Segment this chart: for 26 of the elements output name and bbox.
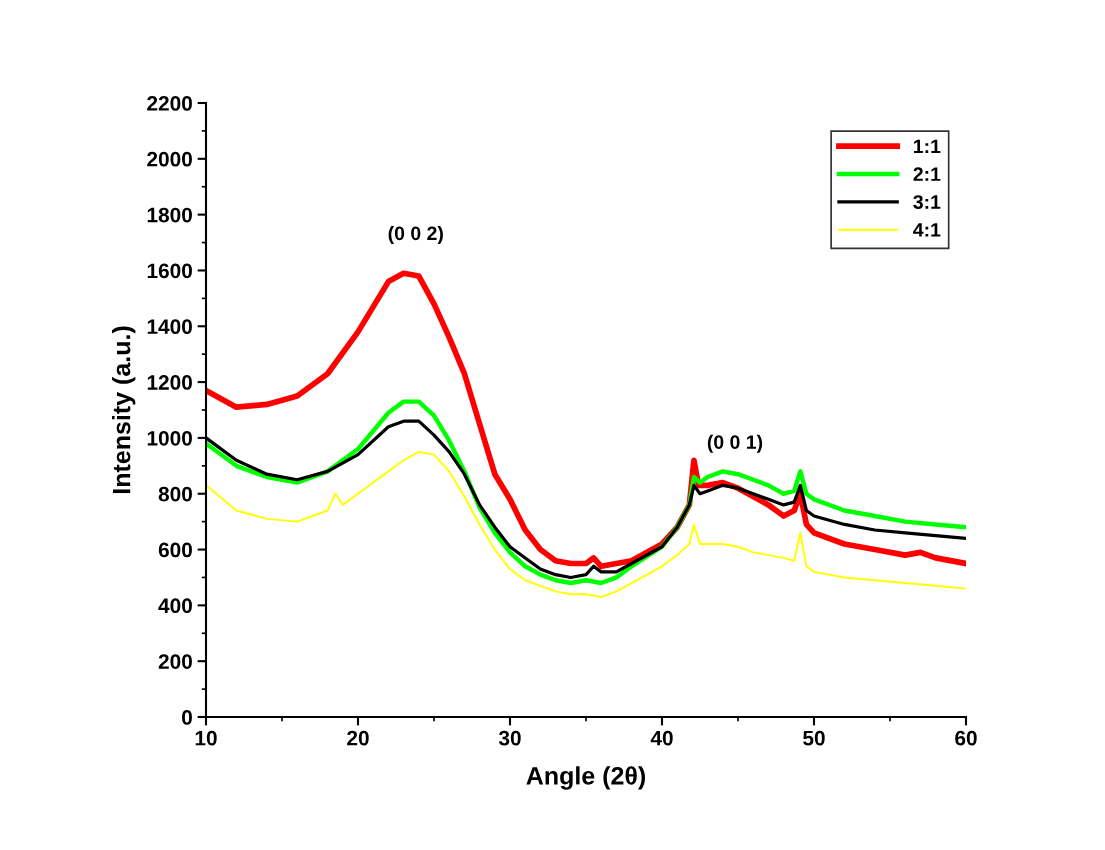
x-tick-label: 40 [650, 730, 673, 746]
x-tick-label: 60 [955, 730, 977, 746]
y-tick-label: 2000 [147, 151, 192, 167]
y-tick-label: 800 [158, 486, 192, 502]
x-tick-label: 50 [803, 730, 825, 746]
y-tick-label: 1000 [147, 430, 192, 446]
y-tick-label: 2200 [147, 96, 192, 111]
y-tick-label: 400 [158, 598, 192, 614]
y-tick-label: 1200 [147, 375, 192, 390]
y-tick-label: 200 [158, 654, 192, 669]
legend-label: 2:1 [913, 167, 941, 181]
y-tick-label: 1600 [147, 263, 192, 279]
legend-label: 4:1 [913, 223, 941, 237]
y-tick-label: 0 [182, 710, 192, 725]
annotation: (0 0 1) [707, 434, 763, 453]
legend-label: 3:1 [913, 195, 941, 209]
annotation: (0 0 2) [388, 225, 443, 245]
y-axis-title: Intensity (a.u.) [112, 326, 136, 494]
y-tick-label: 600 [158, 542, 192, 558]
x-axis-title: Angle (2θ) [526, 766, 645, 790]
x-tick-label: 10 [195, 730, 217, 746]
legend-label: 1:1 [914, 139, 941, 154]
x-tick-label: 30 [498, 730, 521, 746]
y-tick-label: 1400 [147, 319, 192, 335]
y-tick-label: 1800 [147, 207, 192, 223]
x-tick-label: 20 [347, 730, 369, 746]
